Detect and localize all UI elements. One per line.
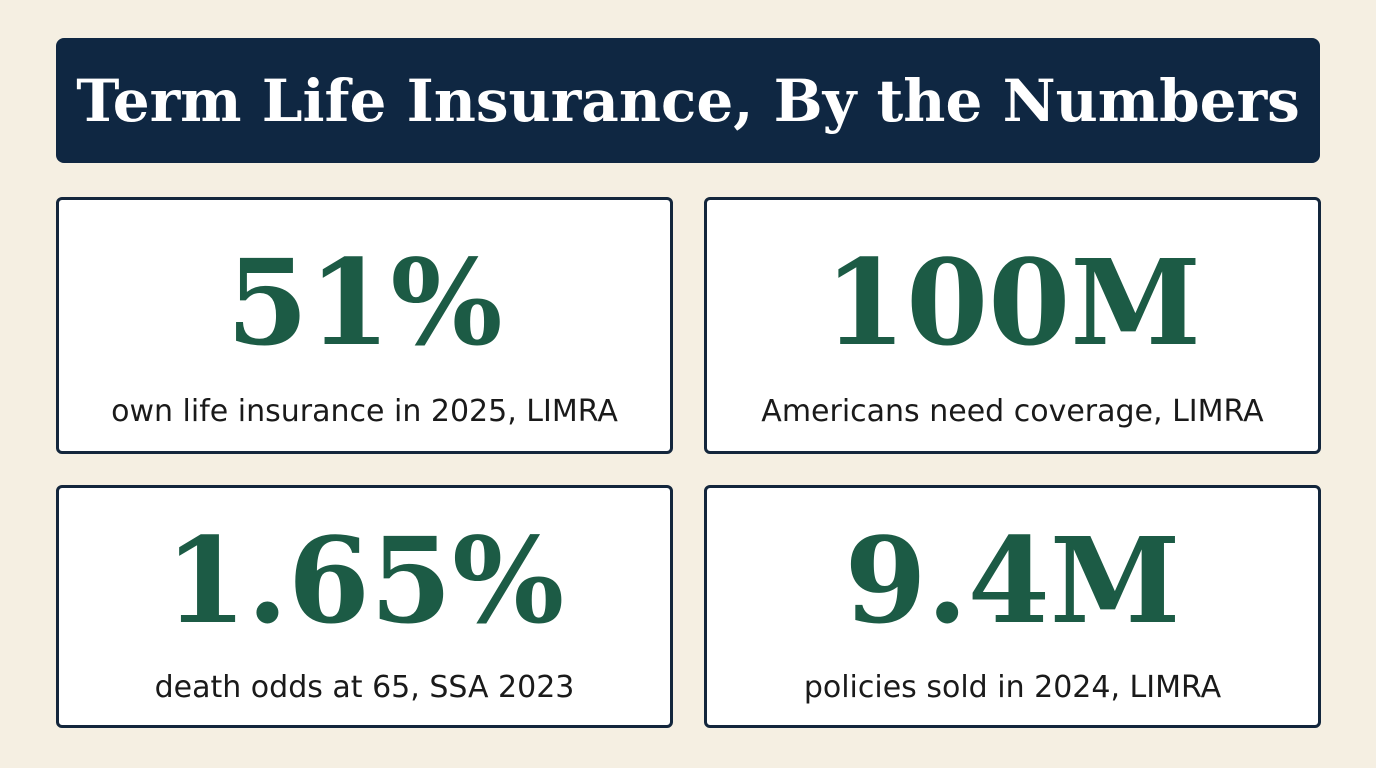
stat-card-ownership: 51% own life insurance in 2025, LIMRA <box>56 197 673 454</box>
page-title: Term Life Insurance, By the Numbers <box>76 66 1300 135</box>
stat-label: policies sold in 2024, LIMRA <box>803 670 1222 705</box>
stat-label: own life insurance in 2025, LIMRA <box>111 394 618 429</box>
stat-card-coverage-need: 100M Americans need coverage, LIMRA <box>704 197 1321 454</box>
stat-value: 1.65% <box>164 511 565 650</box>
title-banner: Term Life Insurance, By the Numbers <box>56 38 1320 163</box>
stat-value: 51% <box>226 233 503 372</box>
stat-card-policies-sold: 9.4M policies sold in 2024, LIMRA <box>704 485 1321 728</box>
stat-value: 9.4M <box>844 511 1181 650</box>
stat-label: death odds at 65, SSA 2023 <box>154 670 575 705</box>
stat-label: Americans need coverage, LIMRA <box>761 394 1264 429</box>
stat-value: 100M <box>824 233 1201 372</box>
stat-card-death-odds: 1.65% death odds at 65, SSA 2023 <box>56 485 673 728</box>
